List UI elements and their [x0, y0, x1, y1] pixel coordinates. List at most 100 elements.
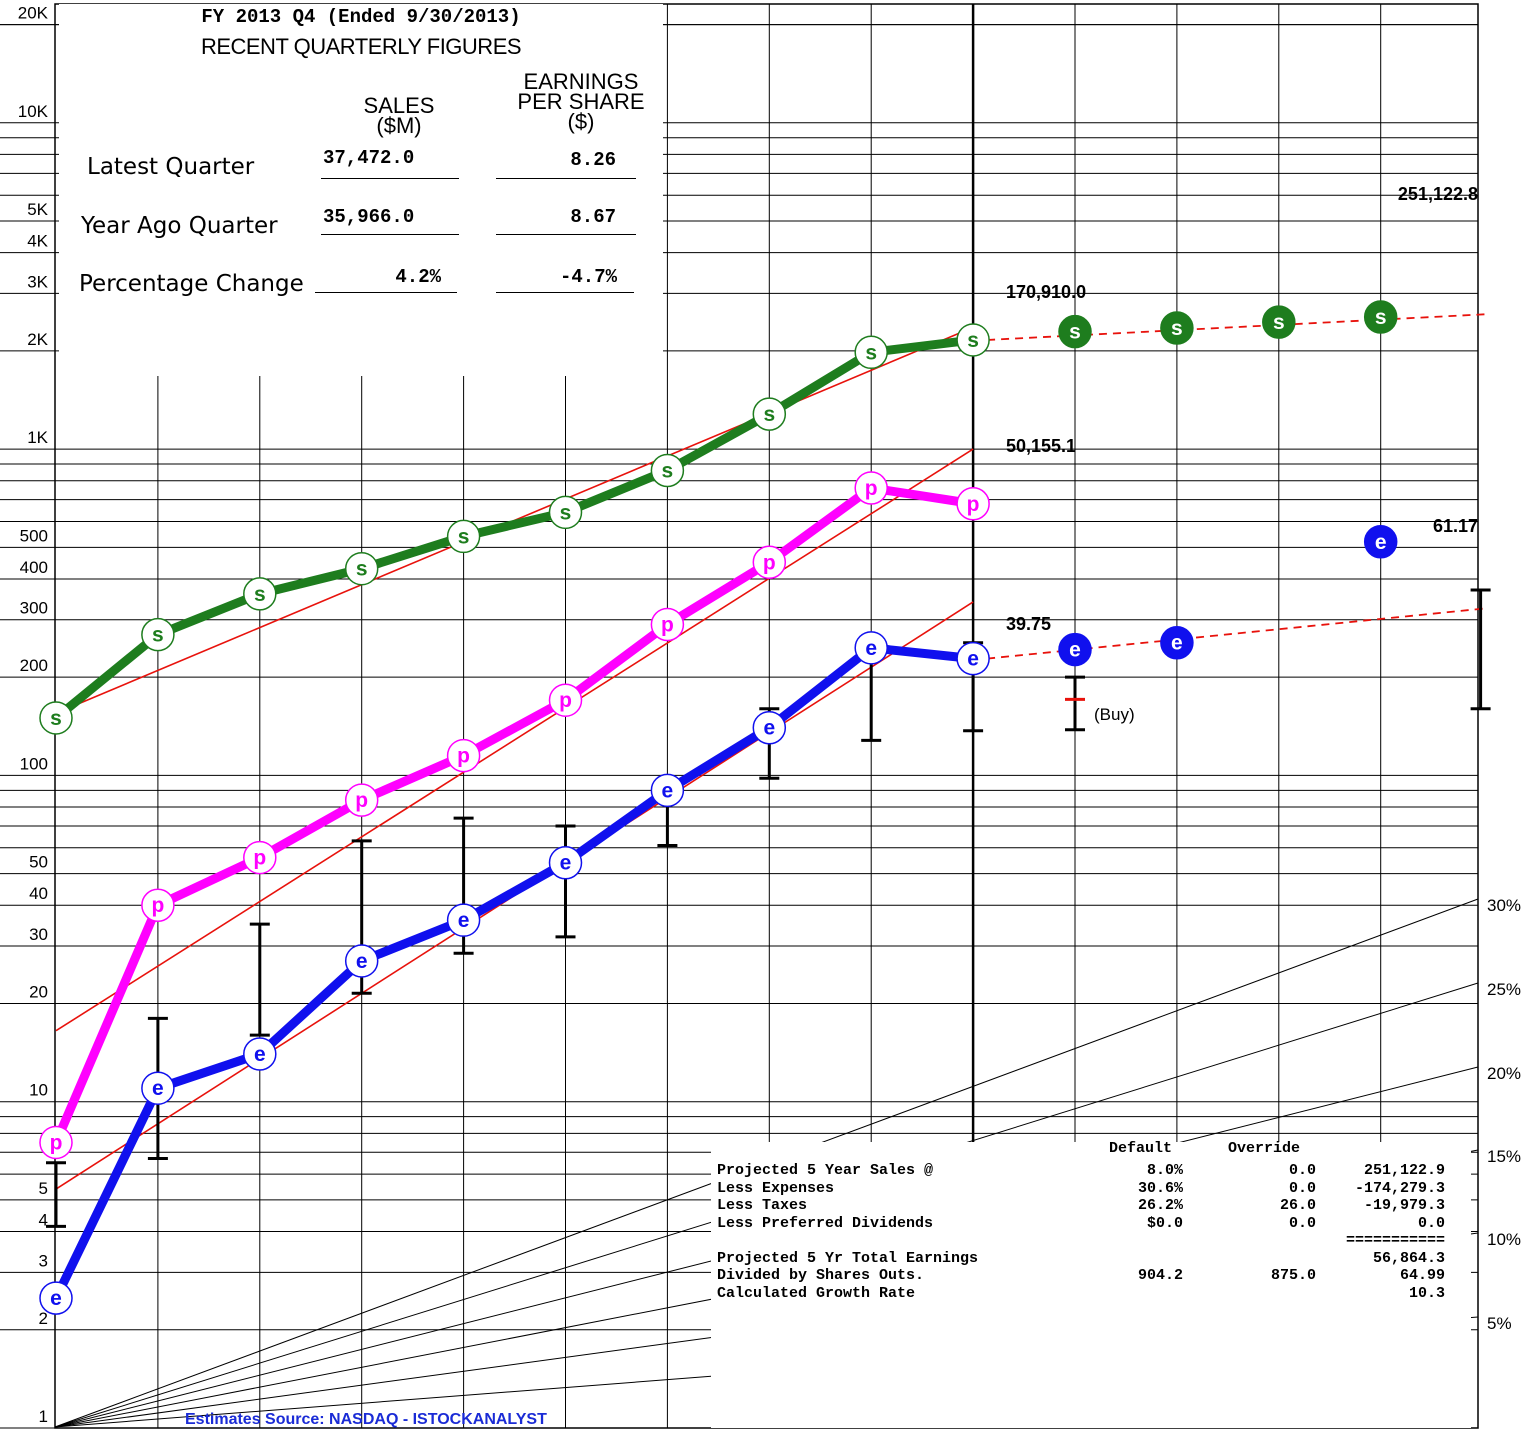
- price-range-bars: [46, 590, 1491, 1226]
- projected-sales-marker-letter: s: [1069, 321, 1081, 344]
- projection-total-value: 0.0: [1321, 1215, 1445, 1232]
- series-s-line: [56, 340, 973, 718]
- y-tick-label: 10: [29, 1081, 48, 1100]
- y-tick-label: 2K: [27, 330, 48, 349]
- projection-override-value: 26.0: [1221, 1197, 1316, 1214]
- projection-row-label: Projected 5 Yr Total Earnings: [717, 1250, 978, 1267]
- eps-projected-label: 61.17: [1433, 516, 1478, 536]
- marker-e-letter: e: [50, 1287, 62, 1310]
- projection-total-value: 64.99: [1321, 1267, 1445, 1284]
- projection-total-value: ===========: [1321, 1232, 1445, 1249]
- growth-rate-label: 25%: [1487, 980, 1521, 999]
- underline: [321, 178, 459, 179]
- projection-row-label: Less Preferred Dividends: [717, 1215, 933, 1232]
- underline: [321, 234, 459, 235]
- quarterly-subtitle: RECENT QUARTERLY FIGURES: [59, 34, 663, 60]
- y-tick-label: 20K: [18, 4, 49, 23]
- marker-p-letter: p: [253, 847, 266, 870]
- regression-line: [56, 449, 973, 1031]
- series-p-line: [56, 488, 973, 1142]
- sales-projected-label: 251,122.8: [1398, 184, 1478, 204]
- fiscal-quarter-title: FY 2013 Q4 (Ended 9/30/2013): [59, 6, 663, 28]
- y-tick-label: 30: [29, 925, 48, 944]
- projection-default-value: $0.0: [1091, 1215, 1183, 1232]
- percentage-change-label: Percentage Change: [79, 271, 304, 297]
- projection-default-value: 904.2: [1091, 1267, 1183, 1284]
- projected-eps-marker-letter: e: [1069, 639, 1081, 662]
- marker-e-letter: e: [662, 779, 674, 802]
- projection-override-value: 875.0: [1221, 1267, 1316, 1284]
- marker-e-letter: e: [458, 909, 470, 932]
- eps-last-label: 39.75: [1006, 614, 1051, 634]
- pretax-last-label: 50,155.1: [1006, 436, 1076, 456]
- marker-e-letter: e: [356, 950, 368, 973]
- y-tick-label: 3: [39, 1251, 48, 1270]
- recent-quarterly-figures: FY 2013 Q4 (Ended 9/30/2013) RECENT QUAR…: [59, 4, 663, 376]
- projection-total-value: -19,979.3: [1321, 1197, 1445, 1214]
- marker-s-letter: s: [458, 525, 470, 548]
- latest-eps-value: 8.26: [556, 149, 616, 171]
- marker-e-letter: e: [865, 637, 877, 660]
- marker-s-letter: s: [356, 558, 368, 581]
- marker-s-letter: s: [152, 624, 164, 647]
- projection-default-value: 30.6%: [1091, 1180, 1183, 1197]
- growth-rate-label: 5%: [1487, 1314, 1512, 1333]
- marker-e-letter: e: [152, 1077, 164, 1100]
- y-tick-label: 100: [20, 754, 48, 773]
- growth-rate-label: 15%: [1487, 1147, 1521, 1166]
- projection-row-label: Calculated Growth Rate: [717, 1285, 915, 1302]
- marker-e-letter: e: [967, 648, 979, 671]
- projection-row-label: Divided by Shares Outs.: [717, 1267, 924, 1284]
- y-tick-label: 300: [20, 599, 48, 618]
- y-tick-label: 10K: [18, 102, 49, 121]
- eps-header: EARNINGS PER SHARE ($): [511, 72, 651, 132]
- year-ago-eps-value: 8.67: [556, 206, 616, 228]
- marker-s-letter: s: [865, 341, 877, 364]
- marker-s-letter: s: [560, 501, 572, 524]
- projected-eps-marker-letter: e: [1375, 531, 1387, 554]
- buy-label: (Buy): [1094, 705, 1135, 724]
- y-tick-label: 400: [20, 558, 48, 577]
- growth-rate-label: 20%: [1487, 1064, 1521, 1083]
- marker-s-letter: s: [254, 583, 266, 606]
- marker-s-letter: s: [763, 403, 775, 426]
- marker-e-letter: e: [254, 1043, 266, 1066]
- marker-s-letter: s: [50, 707, 62, 730]
- sales-header-unit: ($M): [351, 116, 447, 136]
- override-column-header: Override: [1228, 1140, 1300, 1157]
- projected-eps-marker-letter: e: [1171, 632, 1183, 655]
- projection-row-label: Less Taxes: [717, 1197, 807, 1214]
- y-tick-label: 3K: [27, 272, 48, 291]
- y-tick-label: 40: [29, 884, 48, 903]
- projection-row-label: Projected 5 Year Sales @: [717, 1162, 933, 1179]
- growth-rate-label: 10%: [1487, 1230, 1521, 1249]
- pct-change-sales-value: 4.2%: [381, 266, 441, 288]
- projection-override-value: 0.0: [1221, 1215, 1316, 1232]
- projected-sales-marker-letter: s: [1375, 306, 1387, 329]
- marker-p-letter: p: [355, 789, 368, 812]
- projection-default-value: 8.0%: [1091, 1162, 1183, 1179]
- projection-total-value: -174,279.3: [1321, 1180, 1445, 1197]
- marker-p-letter: p: [763, 551, 776, 574]
- underline: [315, 292, 457, 293]
- marker-p-letter: p: [559, 689, 572, 712]
- projection-total-value: 10.3: [1321, 1285, 1445, 1302]
- y-tick-label: 200: [20, 656, 48, 675]
- sales-last-label: 170,910.0: [1006, 282, 1086, 302]
- growth-rate-label: 30%: [1487, 896, 1521, 915]
- y-tick-label: 4K: [27, 232, 48, 251]
- marker-p-letter: p: [50, 1131, 63, 1154]
- marker-e-letter: e: [763, 717, 775, 740]
- y-tick-label: 1: [39, 1407, 48, 1426]
- projection-total-value: 56,864.3: [1321, 1250, 1445, 1267]
- marker-p-letter: p: [457, 745, 470, 768]
- projection-total-value: 251,122.9: [1321, 1162, 1445, 1179]
- y-tick-label: 1K: [27, 428, 48, 447]
- year-ago-sales-value: 35,966.0: [323, 206, 414, 228]
- projection-table: Default Override Projected 5 Year Sales …: [711, 1142, 1471, 1428]
- y-tick-label: 5: [39, 1179, 48, 1198]
- underline: [496, 292, 634, 293]
- projected-sales-marker-letter: s: [1273, 311, 1285, 334]
- projection-override-value: 0.0: [1221, 1180, 1316, 1197]
- marker-p-letter: p: [151, 894, 164, 917]
